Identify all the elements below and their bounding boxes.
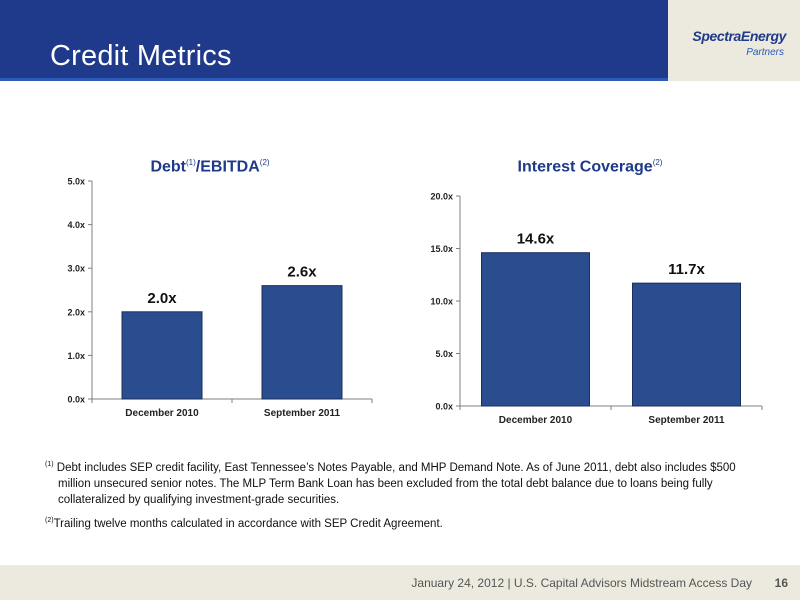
footnote-1: (1) Debt includes SEP credit facility, E… xyxy=(45,461,736,506)
y-tick-label: 0.0x xyxy=(435,402,453,412)
y-tick-label: 2.0x xyxy=(67,307,85,317)
page-number: 16 xyxy=(774,576,788,590)
chart-plot: 0.0x 1.0x 2.0x 3.0x 4.0x 5.0x 2.0x December 201… xyxy=(67,177,373,419)
y-tick-label: 0.0x xyxy=(67,395,85,405)
data-label: 14.6x xyxy=(517,231,555,248)
bar xyxy=(121,311,203,400)
bar xyxy=(481,252,590,407)
y-tick-label: 4.0x xyxy=(67,220,85,230)
chart-title: Debt(1)/EBITDA(2) xyxy=(150,158,270,176)
footer-bar: January 24, 2012 | U.S. Capital Advisors… xyxy=(0,565,800,600)
logo: SpectraEnergy Partners xyxy=(668,0,800,81)
bar xyxy=(632,282,741,407)
header-rule xyxy=(0,78,668,81)
chart-title: Interest Coverage(2) xyxy=(517,158,663,176)
y-tick-label: 10.0x xyxy=(430,297,453,307)
y-tick-label: 1.0x xyxy=(67,351,85,361)
logo-text: SpectraEnergy xyxy=(692,28,786,44)
footnote-2: (2)Trailing twelve months calculated in … xyxy=(45,516,443,530)
interest-coverage-chart: Interest Coverage(2) 0.0x 5.0x 10.0x 15.0x 2… xyxy=(400,150,780,440)
bar xyxy=(261,285,343,400)
page-title: Credit Metrics xyxy=(50,40,232,72)
debt-ebitda-chart: Debt(1)/EBITDA(2) 0.0x 1.0x 2.0x 3.0x 4.0x 5.… xyxy=(40,150,380,430)
x-tick-label: September 2011 xyxy=(648,415,725,426)
x-tick-label: December 2010 xyxy=(499,415,573,426)
y-tick-label: 3.0x xyxy=(67,264,85,274)
y-tick-label: 5.0x xyxy=(435,349,453,359)
y-tick-label: 15.0x xyxy=(430,244,453,254)
y-tick-label: 5.0x xyxy=(67,177,85,187)
logo-subtext: Partners xyxy=(746,47,784,58)
data-label: 11.7x xyxy=(668,261,705,278)
footer-text: January 24, 2012 | U.S. Capital Advisors… xyxy=(411,576,752,590)
chart-plot: 0.0x 5.0x 10.0x 15.0x 20.0x 14.6x December 201… xyxy=(430,192,763,426)
y-tick-label: 20.0x xyxy=(430,192,453,202)
data-label: 2.0x xyxy=(147,290,177,307)
data-label: 2.6x xyxy=(287,264,317,281)
header-bar: Credit Metrics xyxy=(0,0,668,81)
x-tick-label: September 2011 xyxy=(264,408,341,419)
x-tick-label: December 2010 xyxy=(125,408,199,419)
footnotes: (1) Debt includes SEP credit facility, E… xyxy=(45,457,745,537)
